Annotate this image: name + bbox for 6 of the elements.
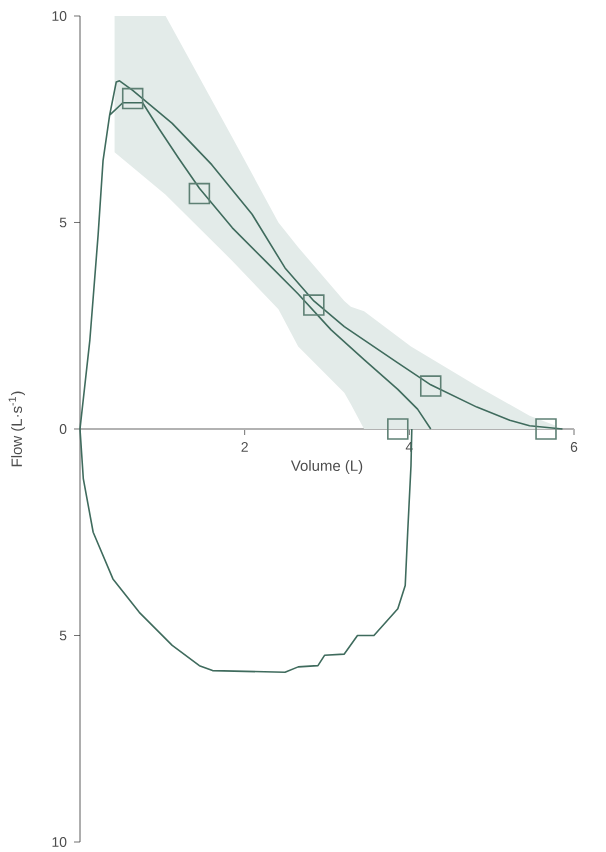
point (535, 418, 557, 440)
point (121, 87, 144, 110)
point (419, 375, 442, 397)
point (188, 182, 211, 205)
point (387, 418, 409, 440)
point (303, 294, 325, 316)
